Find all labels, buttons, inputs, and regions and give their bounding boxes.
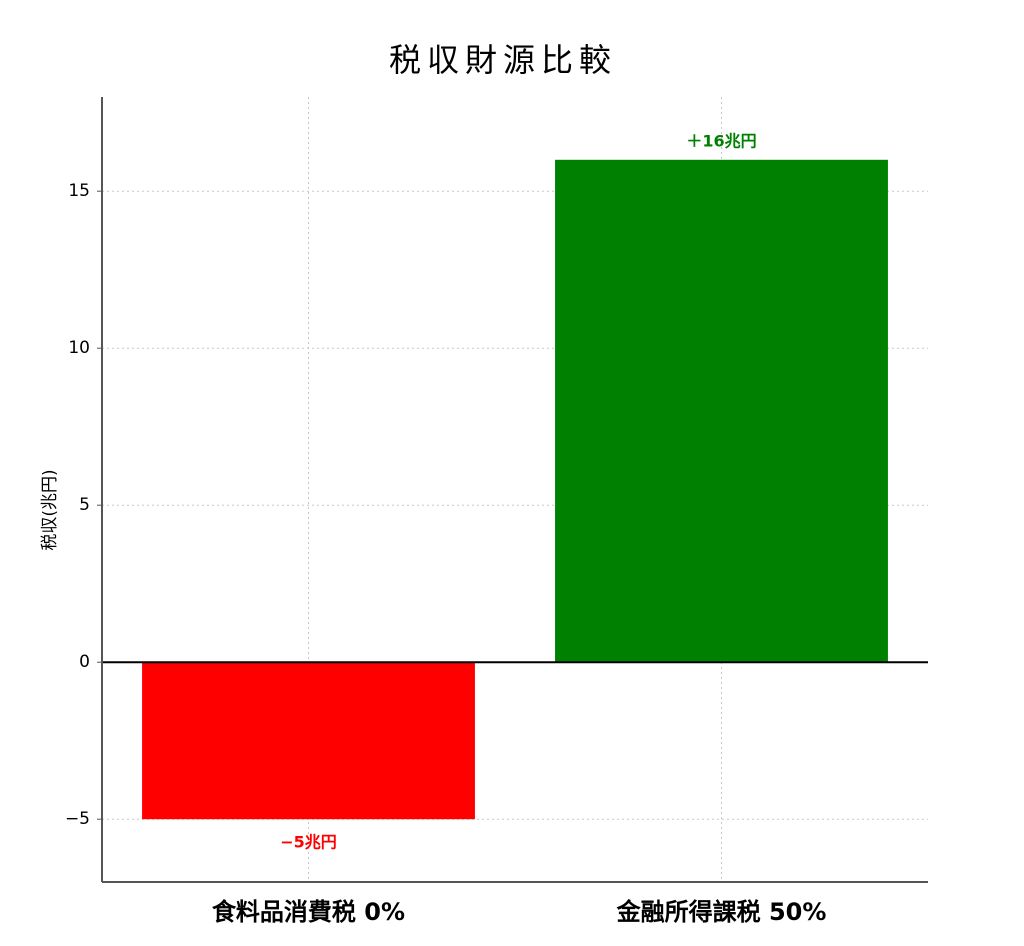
x-tick-label: 食料品消費税 0% — [212, 898, 405, 926]
y-axis-label: 税収(兆円) — [40, 469, 60, 550]
chart-title: 税収財源比較 — [389, 41, 617, 79]
x-tick-label: 金融所得課税 50% — [616, 898, 827, 926]
y-tick-label: 5 — [79, 495, 90, 515]
y-tick-label: −5 — [65, 809, 90, 829]
y-tick-label: 0 — [79, 652, 90, 672]
y-tick-label: 10 — [68, 338, 90, 358]
y-tick-label: 15 — [68, 181, 90, 201]
value-label: −5兆円 — [280, 833, 337, 852]
value-label: ＋16兆円 — [686, 131, 756, 150]
bar — [142, 662, 475, 820]
bar — [555, 159, 888, 663]
